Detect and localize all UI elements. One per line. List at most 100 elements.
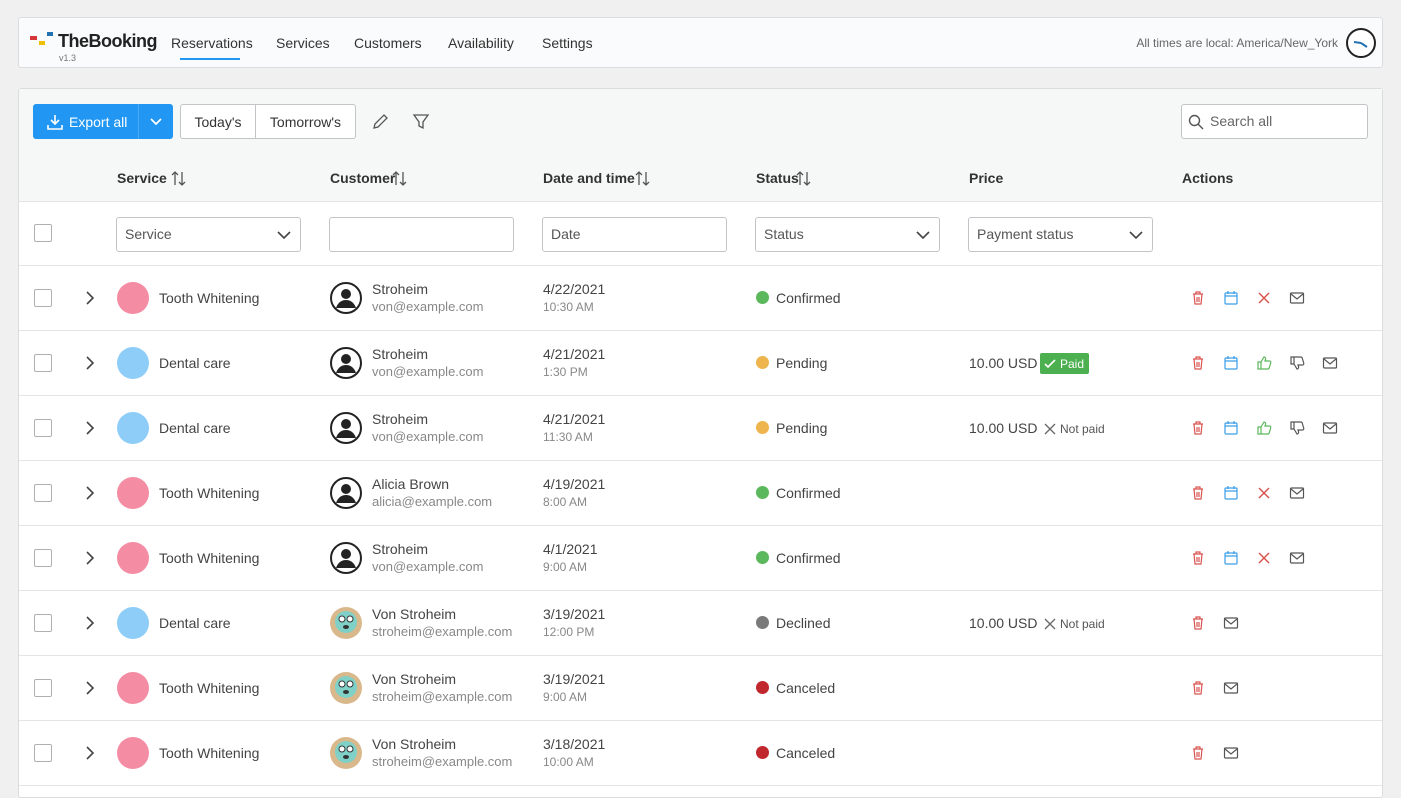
nav-link[interactable]: Availability	[448, 35, 514, 51]
filter-input[interactable]: Status	[755, 217, 940, 252]
icon-part	[1225, 356, 1237, 362]
column-header[interactable]: Status	[756, 170, 799, 186]
icon-part	[336, 430, 356, 438]
expand-toggle[interactable]	[82, 745, 98, 761]
expand-toggle[interactable]	[82, 420, 98, 436]
nav-link[interactable]: Settings	[542, 35, 593, 51]
icon-part	[1258, 292, 1270, 304]
customer-email: stroheim@example.com	[372, 689, 513, 704]
sort-icon[interactable]	[392, 171, 408, 187]
export-button[interactable]: Export all	[33, 104, 173, 139]
service-color	[117, 607, 149, 639]
action-email[interactable]	[1223, 680, 1239, 696]
filter-input[interactable]: Payment status	[968, 217, 1153, 252]
row-checkbox[interactable]	[34, 354, 52, 372]
action-delete[interactable]	[1190, 485, 1206, 501]
action-cancel[interactable]	[1256, 485, 1272, 501]
service-name: Tooth Whitening	[159, 550, 260, 566]
column-header[interactable]: Date and time	[543, 170, 635, 186]
sort-icon[interactable]	[171, 171, 187, 187]
row-checkbox[interactable]	[34, 744, 52, 762]
action-delete[interactable]	[1190, 420, 1206, 436]
search-input[interactable]: Search all	[1181, 104, 1368, 139]
version: v1.3	[59, 53, 77, 63]
customer-avatar	[330, 282, 362, 314]
table-header	[19, 153, 1382, 202]
icon-part	[1193, 551, 1203, 565]
action-cancel[interactable]	[1256, 550, 1272, 566]
row-checkbox[interactable]	[34, 289, 52, 307]
icon-part	[86, 486, 95, 500]
icon-part	[1225, 486, 1237, 492]
action-email[interactable]	[1223, 745, 1239, 761]
action-decline[interactable]	[1289, 420, 1305, 436]
row-checkbox[interactable]	[34, 614, 52, 632]
row-checkbox[interactable]	[34, 419, 52, 437]
row-checkbox[interactable]	[34, 484, 52, 502]
action-email[interactable]	[1289, 290, 1305, 306]
expand-toggle[interactable]	[82, 290, 98, 306]
icon-part	[1258, 552, 1270, 564]
tomorrow-button[interactable]: Tomorrow's	[255, 104, 356, 139]
column-header[interactable]: Service	[117, 170, 167, 186]
action-delete[interactable]	[1190, 745, 1206, 761]
action-decline[interactable]	[1289, 355, 1305, 371]
customer-email: von@example.com	[372, 559, 484, 574]
filter-input[interactable]	[329, 217, 514, 252]
icon-part	[343, 690, 349, 694]
sort-icon[interactable]	[796, 171, 812, 187]
icon-part	[1193, 356, 1203, 370]
action-delete[interactable]	[1190, 680, 1206, 696]
select-all[interactable]	[34, 224, 52, 242]
icon-part	[1322, 422, 1338, 434]
icon-part	[86, 421, 95, 435]
action-cancel[interactable]	[1256, 290, 1272, 306]
action-approve[interactable]	[1256, 420, 1272, 436]
service-name: Tooth Whitening	[159, 485, 260, 501]
panel: Export all Today's Tomorrow's Search all…	[18, 88, 1383, 798]
action-delete[interactable]	[1190, 290, 1206, 306]
icon-part	[341, 354, 351, 364]
action-calendar[interactable]	[1223, 290, 1239, 306]
action-email[interactable]	[1322, 355, 1338, 371]
row-checkbox[interactable]	[34, 549, 52, 567]
nav-link[interactable]: Customers	[354, 35, 422, 51]
icon-part	[1225, 421, 1237, 427]
action-calendar[interactable]	[1223, 550, 1239, 566]
action-calendar[interactable]	[1223, 355, 1239, 371]
icon-part	[86, 681, 95, 695]
dropdown-chevron	[1128, 227, 1144, 243]
action-delete[interactable]	[1190, 355, 1206, 371]
sort-icon[interactable]	[635, 171, 651, 187]
filter-input[interactable]: Service	[116, 217, 301, 252]
filter-icon[interactable]	[412, 113, 430, 131]
action-email[interactable]	[1223, 615, 1239, 631]
expand-toggle[interactable]	[82, 550, 98, 566]
icon-part	[1322, 422, 1338, 434]
expand-toggle[interactable]	[82, 355, 98, 371]
action-email[interactable]	[1322, 420, 1338, 436]
action-calendar[interactable]	[1223, 485, 1239, 501]
price: 10.00 USD	[969, 420, 1038, 436]
icon-part	[1044, 358, 1056, 368]
edit-icon[interactable]	[371, 113, 389, 131]
nav-link[interactable]: Services	[276, 35, 330, 51]
action-delete[interactable]	[1190, 615, 1206, 631]
nav-link[interactable]: Reservations	[171, 35, 253, 51]
date: 4/21/2021	[543, 411, 606, 427]
action-approve[interactable]	[1256, 355, 1272, 371]
expand-toggle[interactable]	[82, 680, 98, 696]
icon-part	[341, 419, 351, 429]
action-delete[interactable]	[1190, 550, 1206, 566]
filter-input[interactable]: Date	[542, 217, 727, 252]
action-email[interactable]	[1289, 550, 1305, 566]
time: 1:30 PM	[543, 365, 588, 379]
expand-toggle[interactable]	[82, 615, 98, 631]
row-checkbox[interactable]	[34, 679, 52, 697]
expand-toggle[interactable]	[82, 485, 98, 501]
today-button[interactable]: Today's	[180, 104, 256, 139]
action-email[interactable]	[1289, 485, 1305, 501]
action-calendar[interactable]	[1223, 420, 1239, 436]
column-header[interactable]: Customer	[330, 170, 396, 186]
